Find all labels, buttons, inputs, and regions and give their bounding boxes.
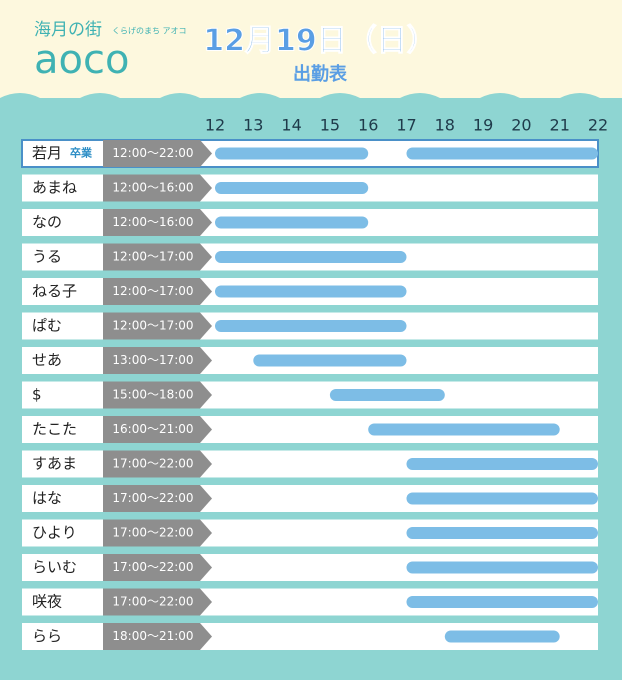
x-tick-label: 12 [205,116,225,135]
brand: aoco [34,37,129,83]
shift-bar [253,354,407,367]
x-tick-label: 18 [435,116,455,135]
time-label: 15:00～18:00 [112,388,193,402]
time-box [103,278,212,305]
badge: 卒業 [70,146,93,160]
header-bg [0,0,622,98]
shift-bar [368,423,560,436]
time-box [103,243,212,271]
time-box [103,519,212,547]
time-label: 12:00～17:00 [112,319,193,333]
shift-bar [406,596,598,608]
name: すあま [32,455,77,473]
shift-bar [329,389,445,401]
shift-bar [215,147,369,160]
name: $ [32,386,42,404]
time-label: 17:00～22:00 [112,595,193,609]
x-tick-label: 16 [358,116,378,135]
x-tick-label: 22 [588,116,608,135]
shift-bar [215,320,407,332]
name: うる [32,248,62,266]
name: はな [32,489,62,507]
shift-bar [215,216,369,229]
shift-bar [215,251,407,263]
x-tick-label: 20 [511,116,531,135]
brand-sub: くらげのまち アオコ [112,27,187,36]
x-tick-label: 17 [396,116,416,135]
shift-bar [215,285,407,298]
title: 出勤表 [293,63,348,85]
x-tick-label: 19 [473,116,493,135]
shift-bar [406,458,598,470]
shift-bar [406,147,598,160]
shift-bar [406,527,598,539]
x-tick-label: 21 [550,116,570,135]
time-label: 13:00～17:00 [112,353,193,367]
time-box [103,347,212,374]
time-label: 17:00～22:00 [112,560,193,574]
time-box [103,588,212,616]
shift-bar [215,182,369,194]
time-box [103,140,212,167]
time-box [103,554,212,581]
time-box [103,450,212,478]
time-label: 17:00～22:00 [112,457,193,471]
name: せあ [32,351,62,369]
chart: 12 13 14 15 16 17 18 19 20 21 22 若月 卒業 12:00～22:00 あまね… [21,116,608,650]
x-tick-label: 15 [320,116,340,135]
name: 若月 [32,144,62,162]
time-box [103,209,212,236]
time-label: 16:00～21:00 [112,422,193,436]
shift-bar [406,561,598,574]
time-label: 12:00～17:00 [112,250,193,264]
time-box [103,312,212,340]
name: たこた [32,420,77,438]
time-label: 12:00～22:00 [112,146,193,160]
date: 12月19日（日） [203,24,437,59]
time-label: 12:00～17:00 [112,284,193,298]
name: ひより [32,524,77,542]
name: ねる子 [32,282,77,300]
name: なの [32,213,62,231]
shift-bar [444,630,560,643]
name: ぱむ [32,317,62,335]
time-box [103,485,212,512]
time-box [103,416,212,443]
brand-small: 海月の街 [34,20,102,40]
time-label: 17:00～22:00 [112,526,193,540]
name: らいむ [32,558,77,576]
x-tick-label: 14 [281,116,301,135]
time-box [103,381,212,409]
time-box [103,174,212,202]
time-label: 12:00～16:00 [112,215,193,229]
time-label: 12:00～16:00 [112,181,193,195]
name: あまね [32,179,77,197]
x-tick-label: 13 [243,116,263,135]
time-label: 18:00～21:00 [112,629,193,643]
wave [0,93,622,112]
name: らら [32,627,62,645]
time-box [103,623,212,650]
time-label: 17:00～22:00 [112,491,193,505]
name: 咲夜 [32,593,62,611]
shift-bar [406,492,598,505]
